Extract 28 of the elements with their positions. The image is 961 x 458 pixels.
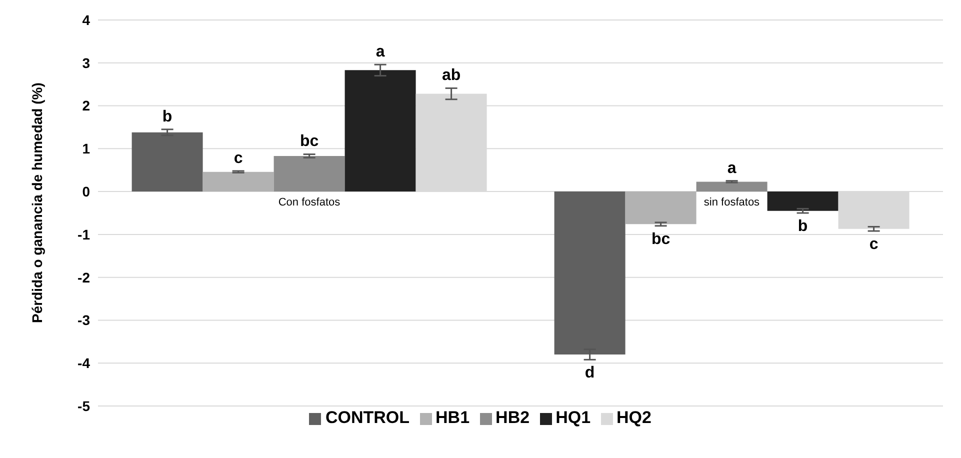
y-tick-label: 2	[82, 98, 90, 114]
y-tick-label: -5	[78, 398, 90, 414]
x-tick-label: sin fosfatos	[704, 196, 760, 209]
data-label: b	[798, 218, 808, 235]
data-label: a	[727, 160, 736, 177]
data-label: c	[234, 150, 243, 167]
y-tick-label: -1	[78, 226, 90, 242]
y-tick-label: 1	[82, 140, 90, 157]
data-label: bc	[300, 133, 319, 150]
y-tick-label: 3	[82, 54, 90, 71]
data-label: c	[869, 236, 878, 254]
x-tick-label: Con fosfatos	[278, 196, 341, 209]
data-label: ab	[442, 67, 461, 84]
y-tick-label: -3	[78, 312, 90, 328]
legend-label: HB1	[436, 408, 470, 427]
data-label: d	[584, 364, 595, 382]
y-axis-title: Pérdida o ganancia de humedad (%)	[28, 82, 45, 323]
y-tick-label: -2	[78, 269, 90, 286]
legend-label: CONTROL	[325, 408, 410, 427]
legend-label: HB2	[496, 408, 530, 427]
data-label: b	[162, 108, 172, 126]
y-tick-label: 0	[82, 184, 90, 200]
y-tick-label: -4	[78, 355, 90, 372]
legend-label: HQ2	[616, 408, 652, 427]
data-label: bc	[651, 230, 670, 248]
y-tick-label: 4	[82, 12, 90, 28]
legend-label: HQ1	[556, 408, 591, 427]
data-label: a	[376, 44, 385, 61]
